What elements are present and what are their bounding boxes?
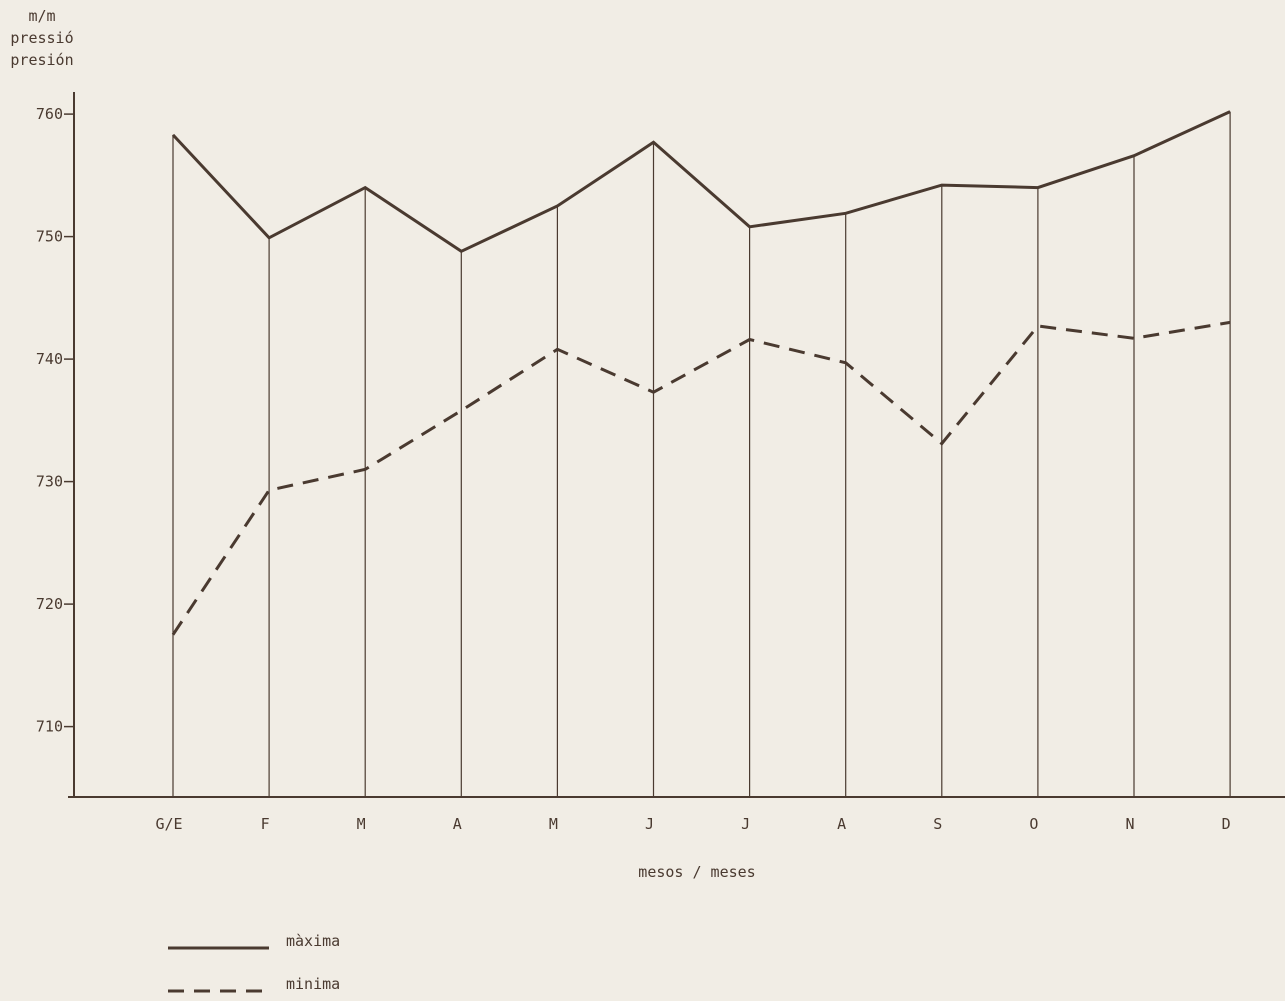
y-tick-label: 720 — [36, 595, 63, 613]
x-axis-label: mesos / meses — [638, 863, 755, 881]
series-line-maxima — [171, 110, 1231, 254]
x-tick-label: J — [741, 815, 750, 833]
y-tick-label: 750 — [36, 228, 63, 246]
y-axis-label: m/m pressió presión — [0, 5, 84, 71]
x-tick-label: J — [645, 815, 654, 833]
legend-label-maxima: màxima — [286, 932, 340, 950]
x-tick-label: A — [453, 815, 462, 833]
x-tick-label: G/E — [155, 815, 182, 833]
x-tick-label: O — [1029, 815, 1038, 833]
x-tick-label: S — [933, 815, 942, 833]
y-axis-label-line-1: m/m — [28, 7, 56, 25]
x-tick-label: M — [357, 815, 366, 833]
y-tick-label: 730 — [36, 473, 63, 491]
y-tick-label: 760 — [36, 105, 63, 123]
y-axis-label-line-3: presión — [10, 51, 74, 69]
legend-label-minima: minima — [286, 975, 340, 993]
x-tick-label: D — [1222, 815, 1231, 833]
y-tick-label: 710 — [36, 718, 63, 736]
series-line-minima — [171, 320, 1231, 636]
x-tick-label: M — [549, 815, 558, 833]
x-tick-label: N — [1125, 815, 1134, 833]
x-tick-label: A — [837, 815, 846, 833]
y-axis-label-line-2: pressió — [10, 29, 74, 47]
x-tick-label: F — [261, 815, 270, 833]
y-tick-label: 740 — [36, 350, 63, 368]
